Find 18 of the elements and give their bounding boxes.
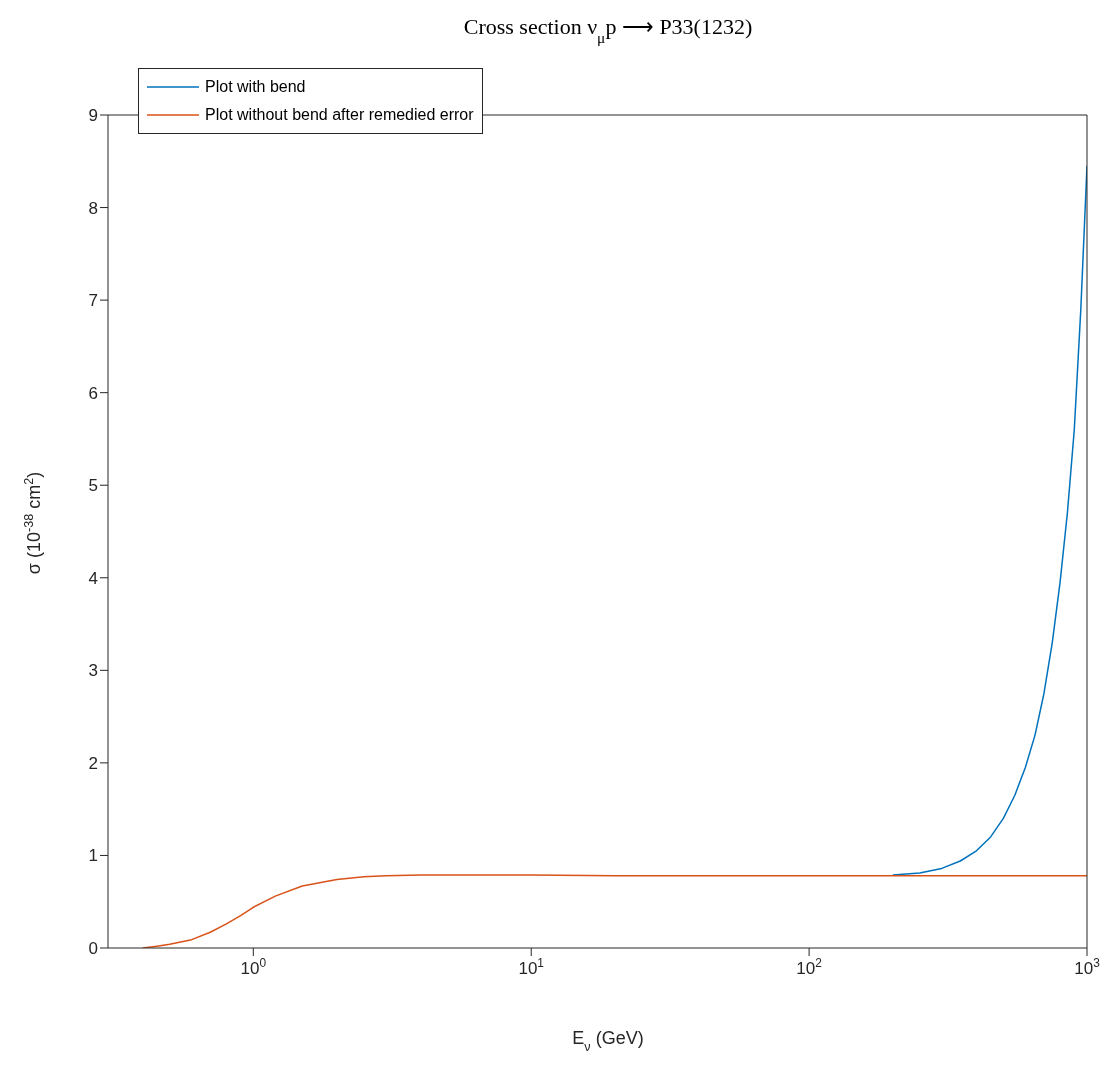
y-tick-label: 4	[88, 568, 98, 588]
y-tick-label: 7	[88, 291, 98, 311]
x-tick-label: 10$^{1}$	[518, 956, 545, 978]
y-tick-label: 1	[88, 846, 98, 866]
x-tick-label: 10$^{0}$	[240, 956, 267, 978]
y-tick-label: 8	[88, 198, 98, 218]
legend-label: Plot with bend	[205, 77, 306, 97]
x-tick-label: 10$^{3}$	[1074, 956, 1101, 978]
legend-label: Plot without bend after remedied error	[205, 105, 474, 125]
chart-title: Cross section ν$_{μ}$p ⟶ P33(1232)	[463, 14, 753, 46]
y-tick-label: 9	[88, 106, 98, 126]
y-tick-label: 6	[88, 383, 98, 403]
x-axis-title: E$_{ν}$ (GeV)	[572, 1028, 644, 1054]
y-tick-label: 0	[88, 939, 98, 959]
y-tick-label: 3	[88, 661, 98, 681]
y-tick-label: 2	[88, 753, 98, 773]
y-tick-label: 5	[88, 476, 98, 496]
x-tick-label: 10$^{2}$	[796, 956, 823, 978]
